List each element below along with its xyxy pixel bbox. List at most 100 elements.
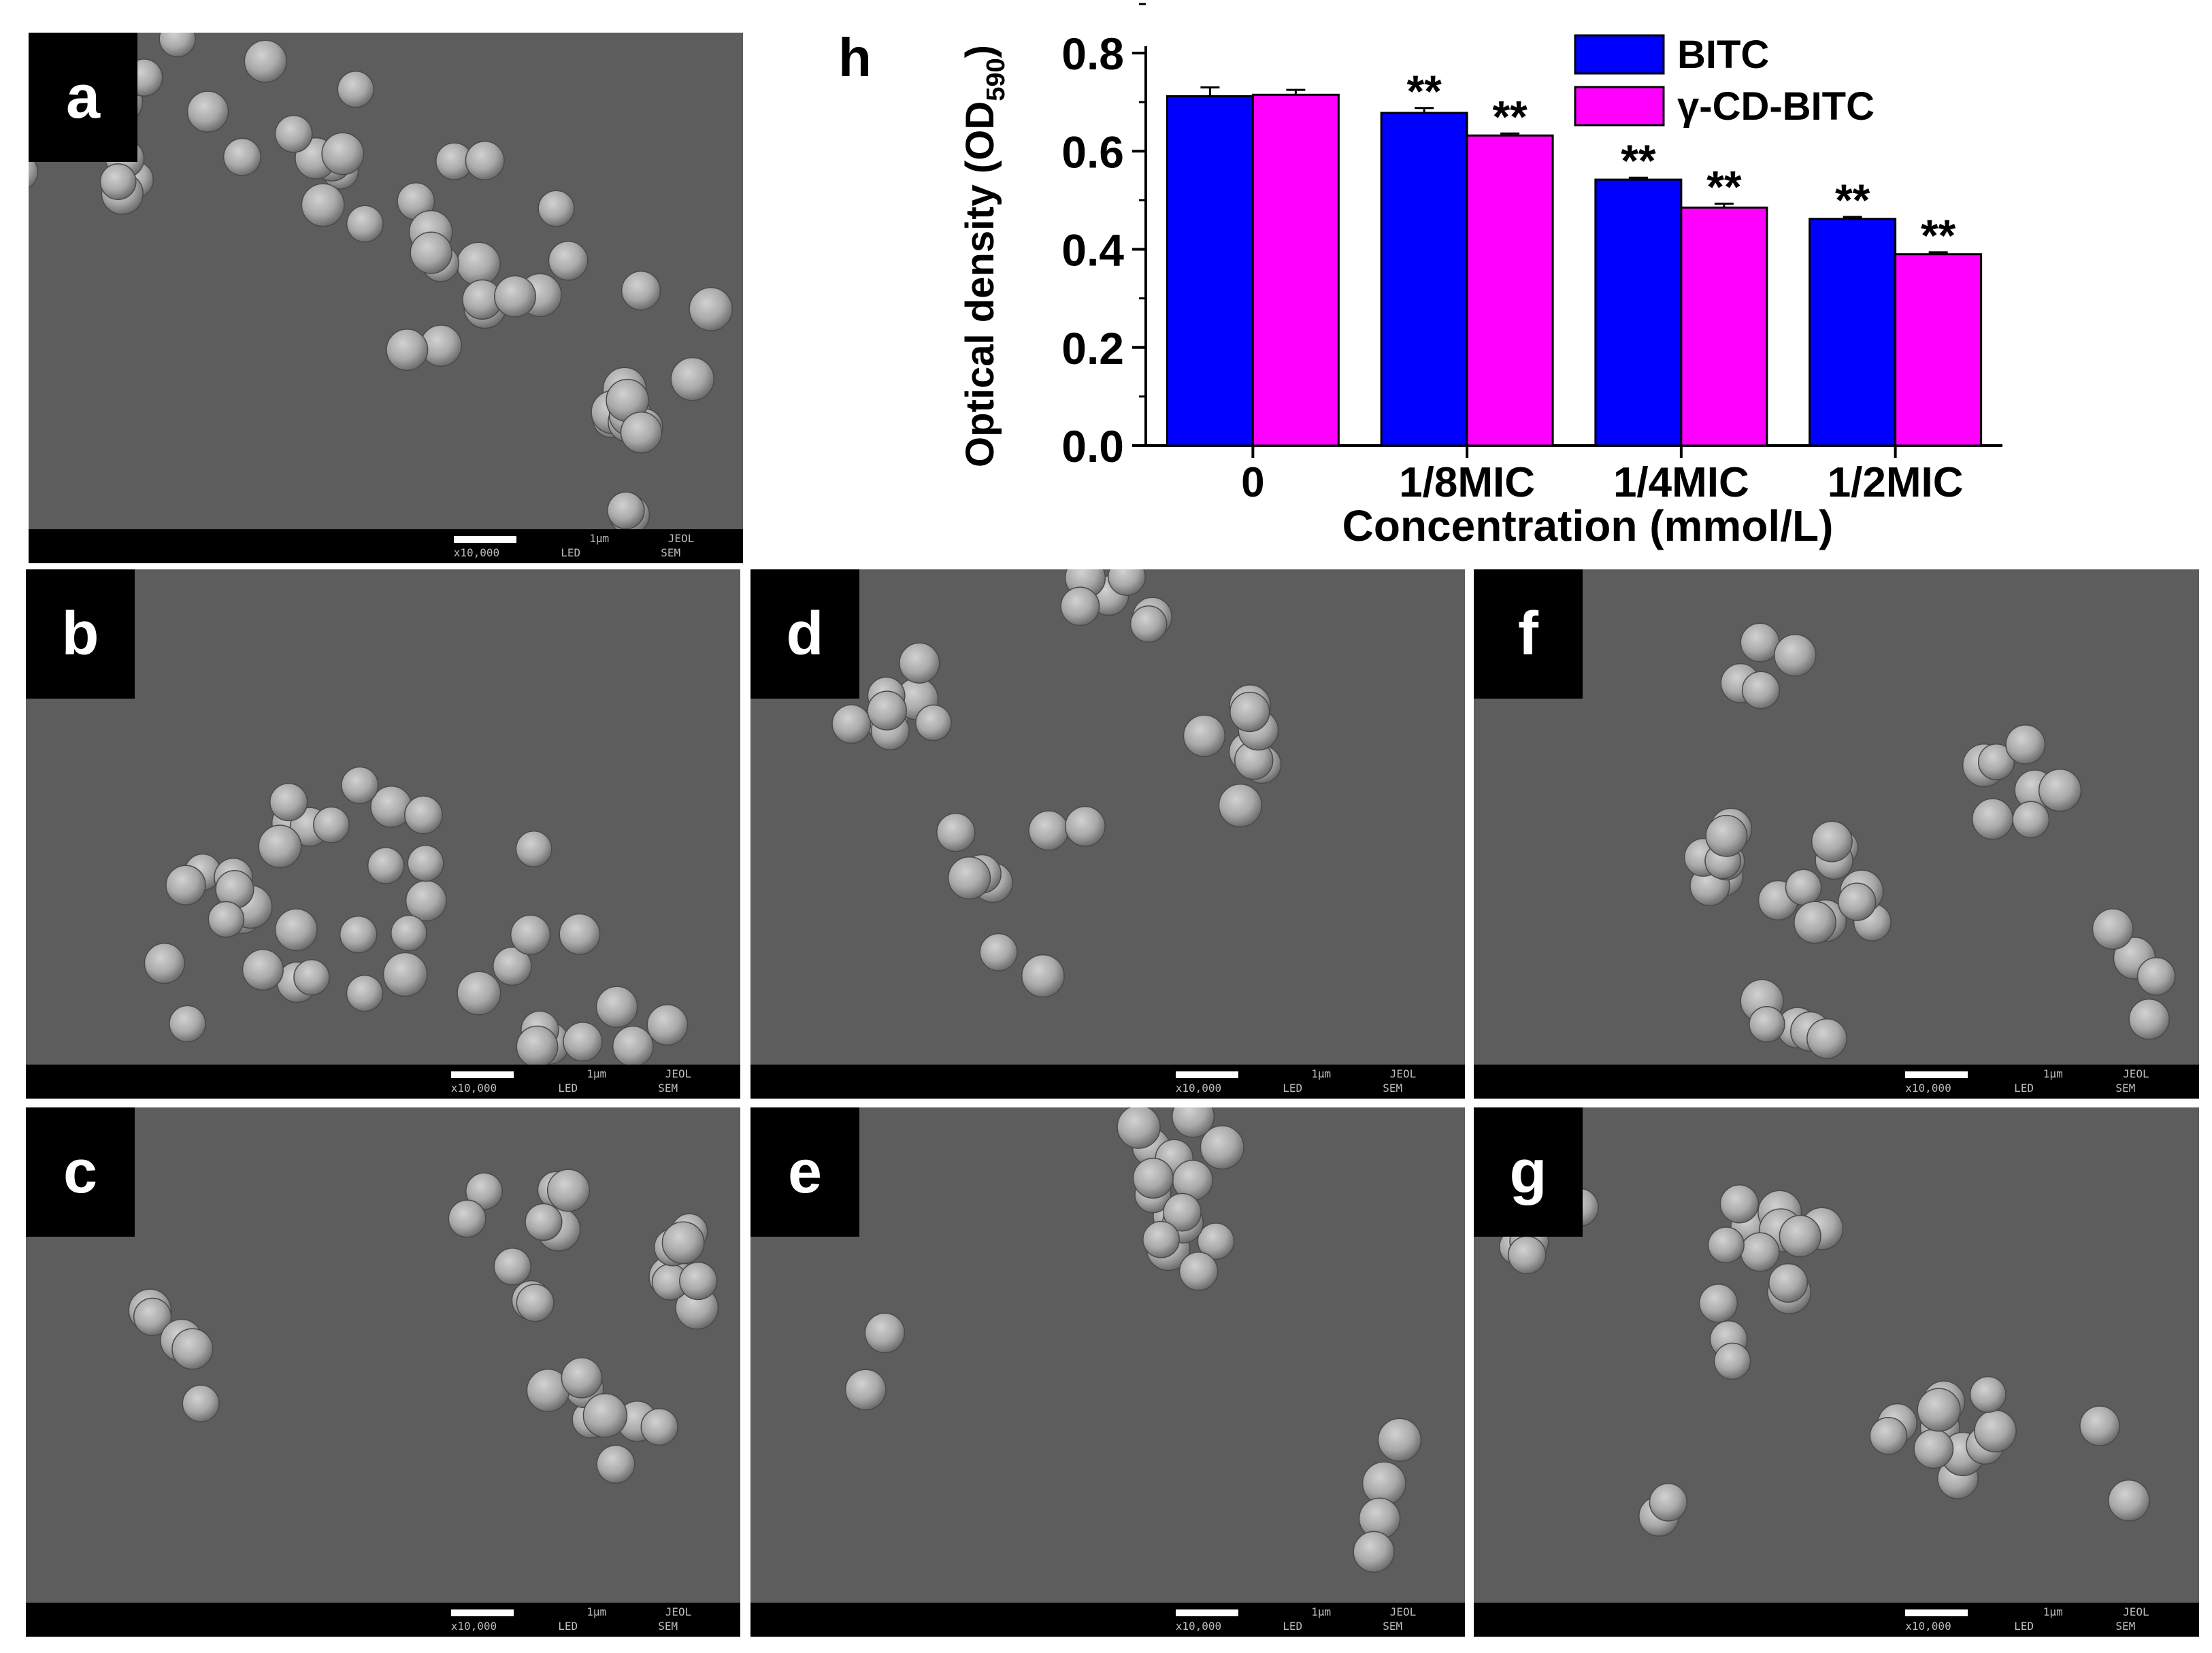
- bacterium-cell: [1197, 1222, 1235, 1260]
- bacterium-cell: [171, 1328, 214, 1370]
- bacterium-cell: [301, 183, 345, 227]
- bacterium-cell: [1218, 783, 1263, 828]
- bacterium-cell: [689, 287, 733, 331]
- bacterium-cell: [1741, 671, 1781, 709]
- bacterium-cell: [2038, 769, 2082, 812]
- maker-label: JEOL: [665, 1605, 692, 1618]
- bacterium-cell: [1698, 1284, 1738, 1323]
- y-axis-title: Optical density (OD590): [958, 45, 1010, 467]
- bacterium-cell: [494, 275, 536, 318]
- sem-info-bar: 1μm JEOL x10,000 LED SEM: [750, 1603, 1465, 1637]
- magnification-label: x10,000: [1905, 1620, 1951, 1633]
- panel-letter: c: [63, 1137, 98, 1206]
- bacterium-cell: [208, 901, 245, 938]
- bacterium-cell: [1838, 882, 1877, 921]
- panel-label-box: f: [1474, 569, 1583, 699]
- y-tick-label: 0.4: [1061, 225, 1124, 276]
- bacterium-cell: [1774, 634, 1817, 677]
- bacterium-cell: [1977, 744, 2015, 781]
- bacterium-cell: [1172, 1107, 1215, 1138]
- x-axis-title: Concentration (mmol/L): [1342, 501, 1834, 550]
- bacterium-cell: [831, 704, 872, 744]
- bacterium-cell: [404, 795, 443, 835]
- panel-letter: b: [61, 599, 99, 668]
- bacterium-cell: [1353, 1531, 1395, 1573]
- bacterium-cell: [1740, 1232, 1780, 1272]
- bacterium-cell: [867, 690, 907, 731]
- magnification-label: x10,000: [450, 1620, 497, 1633]
- legend-label: BITC: [1677, 33, 1769, 77]
- sem-panel-c: c 1μm JEOL x10,000 LED SEM: [26, 1107, 740, 1637]
- bacterium-cell: [1117, 1107, 1161, 1149]
- legend-label: γ-CD-BITC: [1677, 84, 1875, 129]
- bacterium-cell: [510, 914, 551, 955]
- scale-bar: [450, 1071, 514, 1078]
- panel-label-box: c: [26, 1107, 135, 1237]
- scale-bar: [1175, 1071, 1238, 1078]
- bacterium-cell: [1811, 820, 1853, 863]
- panel-letter: g: [1509, 1137, 1547, 1206]
- maker-label: JEOL: [1389, 1605, 1417, 1618]
- y-axis-title-subscript: 590: [982, 58, 1010, 101]
- bacterium-cell: [607, 491, 645, 530]
- bacterium-cell: [456, 241, 501, 286]
- scale-label: 1μm: [2043, 1605, 2063, 1618]
- bacterium-cell: [546, 1169, 591, 1212]
- bacterium-cell: [1064, 805, 1106, 847]
- bacterium-cell: [1229, 691, 1270, 733]
- panel-letter: e: [787, 1137, 823, 1206]
- bacterium-cell: [244, 39, 287, 83]
- bacterium-cell: [899, 642, 940, 684]
- bacterium-cell: [538, 190, 575, 227]
- bacterium-cell: [1707, 1226, 1745, 1264]
- bacterium-cell: [563, 1022, 603, 1062]
- maker-label: JEOL: [1389, 1067, 1417, 1080]
- bacterium-cell: [258, 824, 302, 869]
- bacterium-cell: [1779, 1215, 1821, 1258]
- bacterium-cell: [640, 1407, 678, 1446]
- instrument-type-label: SEM: [661, 546, 681, 559]
- bacterium-cell: [382, 952, 428, 997]
- sem-panel-b: b 1μm JEOL x10,000 LED SEM: [26, 569, 740, 1099]
- sem-info-bar: 1μm JEOL x10,000 LED SEM: [1474, 1065, 2199, 1099]
- bacterium-cell: [144, 943, 185, 984]
- bacterium-cell: [2092, 908, 2134, 950]
- y-tick-label: 0.2: [1061, 323, 1124, 373]
- bacterium-cell: [561, 1357, 603, 1399]
- legend-swatch: [1574, 86, 1665, 127]
- bacterium-cell: [525, 1203, 563, 1241]
- bacterium-cell: [661, 1221, 705, 1265]
- bacterium-cell: [337, 71, 375, 108]
- bacterium-cell: [186, 90, 229, 133]
- bacterium-cell: [493, 946, 532, 986]
- sem-panel-f: f 1μm JEOL x10,000 LED SEM: [1474, 569, 2199, 1099]
- bacterium-cell: [1969, 1375, 2007, 1413]
- bacterium-cell: [367, 847, 405, 884]
- bacterium-cell: [321, 132, 365, 176]
- x-tick-label: 1/2MIC: [1828, 459, 1964, 506]
- bacterium-cell: [2108, 1480, 2150, 1522]
- bar-gamma-cd-bitc: [1251, 93, 1340, 447]
- panel-label-box: e: [750, 1107, 859, 1237]
- magnification-label: x10,000: [453, 546, 500, 559]
- bacterium-cell: [465, 140, 505, 181]
- significance-mark: **: [1921, 210, 1956, 261]
- sem-info-bar: 1μm JEOL x10,000 LED SEM: [1474, 1603, 2199, 1637]
- bacterium-cell: [1794, 901, 1836, 944]
- instrument-type-label: SEM: [658, 1082, 678, 1095]
- maker-label: JEOL: [667, 532, 695, 545]
- magnification-label: x10,000: [450, 1082, 497, 1095]
- y-tick-label: 0.0: [1061, 421, 1124, 471]
- bacterium-cell: [133, 1297, 172, 1336]
- bacterium-cell: [2079, 1405, 2120, 1446]
- magnification-label: x10,000: [1175, 1620, 1222, 1633]
- bacterium-cell: [936, 812, 976, 852]
- bacterium-cell: [1749, 1005, 1785, 1043]
- bar-bitc: [1166, 95, 1254, 447]
- bacterium-cell: [1129, 605, 1168, 643]
- detector-mode-label: LED: [2014, 1620, 2034, 1633]
- x-tick-label: 1/4MIC: [1613, 459, 1749, 506]
- maker-label: JEOL: [665, 1067, 692, 1080]
- bacterium-cell: [1806, 1018, 1847, 1059]
- maker-label: JEOL: [2123, 1067, 2149, 1080]
